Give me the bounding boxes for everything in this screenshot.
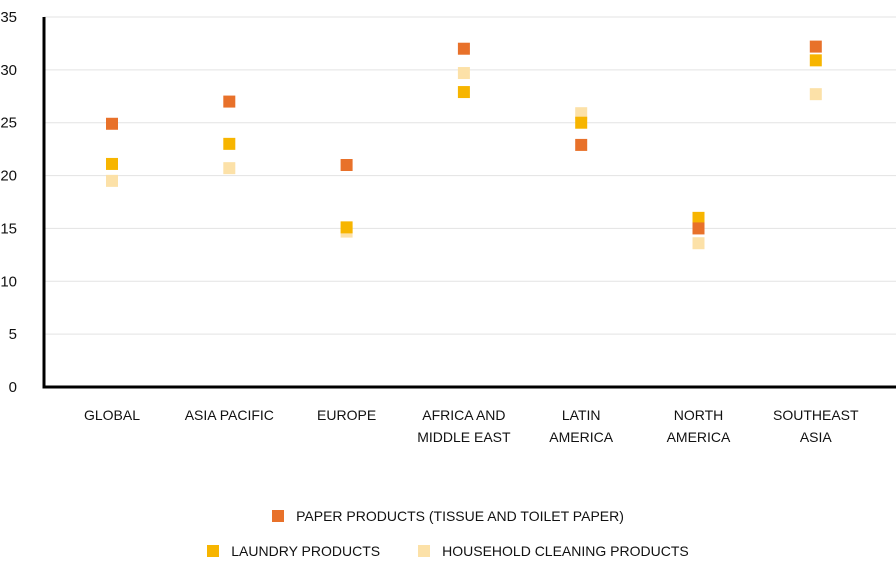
legend-swatch-laundry-products bbox=[207, 545, 220, 557]
point-laundry-products-global bbox=[106, 157, 118, 170]
x-category-label-asia-pacific: ASIA PACIFIC bbox=[185, 407, 274, 423]
x-category-label-africa-and-middle-east: AFRICA AND MIDDLE EAST bbox=[417, 407, 511, 445]
point-paper-products-tissue-and-toilet-paper-europe bbox=[340, 159, 353, 171]
legend-label-laundry-products: LAUNDRY PRODUCTS bbox=[231, 543, 381, 559]
y-tick-labels: 0 5 10 15 20 25 30 35 bbox=[0, 9, 17, 396]
legend-label-paper-products: PAPER PRODUCTS (TISSUE AND TOILET PAPER) bbox=[296, 508, 624, 524]
point-laundry-products-north-america bbox=[692, 211, 705, 224]
x-category-label-latin-america: LATIN AMERICA bbox=[549, 407, 613, 445]
point-household-cleaning-products-north-america bbox=[692, 237, 705, 250]
point-household-cleaning-products-africa-and-middle-east bbox=[457, 67, 470, 80]
y-tick-label-10: 10 bbox=[0, 273, 17, 290]
legend-item-laundry-products: LAUNDRY PRODUCTS bbox=[207, 543, 380, 559]
legend-row-2: LAUNDRY PRODUCTS HOUSEHOLD CLEANING PROD… bbox=[0, 543, 896, 559]
point-paper-products-tissue-and-toilet-paper-north-america bbox=[692, 222, 705, 235]
legend-label-household-cleaning-products: HOUSEHOLD CLEANING PRODUCTS bbox=[442, 543, 689, 559]
y-tick-label-15: 15 bbox=[0, 220, 17, 237]
y-tick-label-20: 20 bbox=[0, 168, 17, 185]
legend-swatch-paper-products bbox=[272, 510, 285, 522]
legend-row-1: PAPER PRODUCTS (TISSUE AND TOILET PAPER) bbox=[0, 508, 896, 524]
point-paper-products-tissue-and-toilet-paper-africa-and-middle-east bbox=[457, 42, 470, 55]
data-points bbox=[106, 40, 822, 250]
axes bbox=[42, 17, 896, 389]
x-category-label-southeast-asia: SOUTHEAST ASIA bbox=[773, 407, 859, 445]
legend-swatch-household-cleaning-products bbox=[418, 545, 431, 557]
point-paper-products-tissue-and-toilet-paper-asia-pacific bbox=[223, 95, 236, 108]
y-tick-label-5: 5 bbox=[9, 326, 17, 343]
legend-item-paper-products: PAPER PRODUCTS (TISSUE AND TOILET PAPER) bbox=[272, 508, 624, 524]
y-tick-label-35: 35 bbox=[0, 9, 17, 26]
point-paper-products-tissue-and-toilet-paper-latin-america bbox=[575, 138, 588, 151]
y-tick-label-25: 25 bbox=[0, 115, 17, 132]
point-laundry-products-southeast-asia bbox=[809, 54, 822, 67]
gridlines bbox=[44, 16, 896, 335]
point-household-cleaning-products-latin-america bbox=[575, 107, 588, 120]
point-household-cleaning-products-global bbox=[106, 174, 118, 187]
point-laundry-products-latin-america bbox=[575, 116, 588, 129]
point-household-cleaning-products-southeast-asia bbox=[809, 88, 822, 101]
x-category-label-north-america: NORTH AMERICA bbox=[667, 407, 731, 445]
y-tick-label-0: 0 bbox=[9, 379, 17, 396]
y-tick-label-30: 30 bbox=[0, 62, 17, 79]
point-laundry-products-asia-pacific bbox=[223, 137, 236, 150]
x-category-label-global: GLOBAL bbox=[84, 407, 140, 423]
x-category-label-europe: EUROPE bbox=[317, 407, 376, 423]
legend-item-household-cleaning-products: HOUSEHOLD CLEANING PRODUCTS bbox=[418, 543, 689, 559]
point-paper-products-tissue-and-toilet-paper-southeast-asia bbox=[809, 40, 822, 53]
scatter-chart: 0 5 10 15 20 25 30 35 GLOBAL ASIA PACIFIC EUROPE A… bbox=[0, 9, 896, 445]
point-laundry-products-africa-and-middle-east bbox=[457, 86, 470, 99]
point-paper-products-tissue-and-toilet-paper-global bbox=[106, 117, 118, 130]
point-laundry-products-europe bbox=[340, 221, 353, 234]
x-category-labels: GLOBAL ASIA PACIFIC EUROPE AFRICA AND MIDDLE… bbox=[84, 407, 859, 445]
point-household-cleaning-products-asia-pacific bbox=[223, 162, 236, 175]
